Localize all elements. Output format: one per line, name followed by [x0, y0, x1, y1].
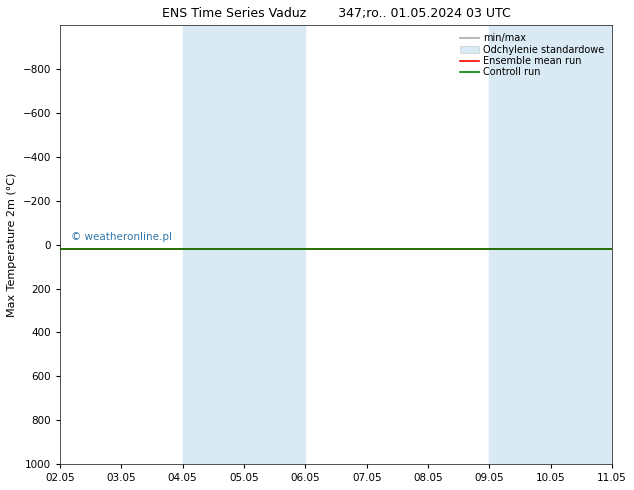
Legend: min/max, Odchylenie standardowe, Ensemble mean run, Controll run: min/max, Odchylenie standardowe, Ensembl…: [457, 30, 607, 80]
Title: ENS Time Series Vaduz        347;ro.. 01.05.2024 03 UTC: ENS Time Series Vaduz 347;ro.. 01.05.202…: [162, 7, 510, 20]
Y-axis label: Max Temperature 2m (°C): Max Temperature 2m (°C): [7, 172, 17, 317]
Text: © weatheronline.pl: © weatheronline.pl: [71, 232, 172, 243]
Bar: [183, 25, 306, 464]
Bar: [489, 25, 612, 464]
